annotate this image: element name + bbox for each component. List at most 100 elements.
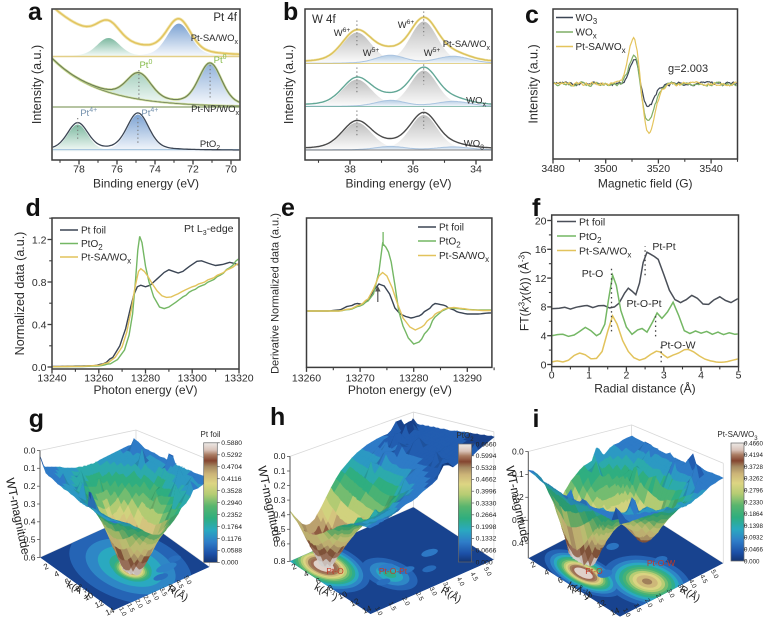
svg-text:0.3528: 0.3528 bbox=[221, 488, 242, 495]
svg-text:0.1176: 0.1176 bbox=[221, 536, 242, 543]
svg-text:0.1864: 0.1864 bbox=[744, 511, 763, 518]
svg-text:b: b bbox=[283, 0, 298, 26]
svg-text:2.0: 2.0 bbox=[133, 598, 144, 610]
svg-text:14: 14 bbox=[104, 606, 116, 618]
svg-text:0.0: 0.0 bbox=[24, 445, 36, 455]
svg-text:d: d bbox=[26, 194, 41, 222]
svg-text:6: 6 bbox=[314, 576, 322, 586]
svg-text:Pt-O-Pt: Pt-O-Pt bbox=[626, 298, 661, 310]
svg-text:12: 12 bbox=[535, 273, 547, 285]
svg-text:0.1998: 0.1998 bbox=[476, 524, 497, 531]
svg-text:0.4704: 0.4704 bbox=[221, 464, 242, 471]
svg-text:Pt-Pt: Pt-Pt bbox=[652, 241, 675, 253]
svg-text:Pt foil: Pt foil bbox=[579, 217, 605, 229]
svg-text:0.3: 0.3 bbox=[512, 515, 524, 525]
svg-text:Pt L3​-edge: Pt L3​-edge bbox=[184, 223, 234, 237]
svg-text:g: g bbox=[29, 405, 44, 433]
svg-text:Intensity (a.u.): Intensity (a.u.) bbox=[30, 45, 44, 124]
svg-text:0.0932: 0.0932 bbox=[744, 535, 763, 542]
svg-text:c: c bbox=[525, 1, 539, 29]
svg-text:0.2: 0.2 bbox=[24, 481, 36, 491]
svg-text:0.5: 0.5 bbox=[274, 524, 286, 534]
svg-text:3.5: 3.5 bbox=[158, 586, 169, 598]
svg-text:13280: 13280 bbox=[399, 373, 428, 385]
svg-text:PtO2​: PtO2​ bbox=[81, 239, 103, 252]
svg-text:38: 38 bbox=[344, 164, 356, 176]
svg-text:Pt-O: Pt-O bbox=[585, 566, 603, 576]
svg-text:74: 74 bbox=[149, 164, 161, 176]
svg-text:10: 10 bbox=[83, 591, 95, 603]
svg-text:10: 10 bbox=[582, 590, 594, 602]
svg-text:PtO2​: PtO2​ bbox=[200, 139, 220, 152]
svg-text:12: 12 bbox=[349, 596, 361, 608]
svg-text:14: 14 bbox=[609, 606, 621, 618]
svg-text:0.0588: 0.0588 bbox=[221, 548, 242, 555]
svg-text:0.0: 0.0 bbox=[274, 451, 286, 461]
svg-text:WOx​: WOx​ bbox=[576, 28, 597, 41]
svg-text:3.0: 3.0 bbox=[665, 588, 676, 600]
svg-text:4.0: 4.0 bbox=[166, 583, 177, 595]
svg-text:Pt-NP/WOx​: Pt-NP/WOx​ bbox=[191, 104, 239, 117]
svg-text:4: 4 bbox=[698, 370, 704, 382]
svg-text:FT(k3​χ(k)) (Å-3​): FT(k3​χ(k)) (Å-3​) bbox=[517, 251, 532, 331]
svg-text:WO3​: WO3​ bbox=[576, 13, 598, 26]
svg-text:3.0: 3.0 bbox=[150, 590, 161, 602]
svg-text:Pt-SA/WOx​: Pt-SA/WOx​ bbox=[439, 251, 489, 264]
svg-text:13290: 13290 bbox=[453, 373, 482, 385]
svg-text:76: 76 bbox=[111, 164, 123, 176]
svg-text:Magnetic field (G): Magnetic field (G) bbox=[598, 177, 693, 191]
svg-text:0.8: 0.8 bbox=[32, 277, 47, 289]
svg-text:0.0666: 0.0666 bbox=[476, 548, 497, 555]
svg-text:0.0466: 0.0466 bbox=[744, 547, 763, 554]
svg-text:0.6660: 0.6660 bbox=[476, 441, 497, 448]
svg-text:1.5: 1.5 bbox=[387, 601, 398, 613]
svg-text:3540: 3540 bbox=[699, 163, 723, 175]
svg-text:4.5: 4.5 bbox=[698, 573, 709, 585]
svg-text:e: e bbox=[281, 194, 295, 222]
svg-text:0.2352: 0.2352 bbox=[221, 512, 242, 519]
svg-text:0.3: 0.3 bbox=[24, 499, 36, 509]
svg-text:WOx​: WOx​ bbox=[466, 96, 486, 109]
svg-text:Binding energy (eV): Binding energy (eV) bbox=[345, 177, 451, 191]
svg-text:16: 16 bbox=[535, 244, 547, 256]
svg-text:0.3996: 0.3996 bbox=[476, 489, 497, 496]
svg-text:13270: 13270 bbox=[345, 373, 374, 385]
svg-text:4: 4 bbox=[543, 567, 551, 577]
svg-text:70: 70 bbox=[225, 164, 237, 176]
svg-text:0.1764: 0.1764 bbox=[221, 524, 242, 531]
svg-text:13280: 13280 bbox=[131, 373, 160, 385]
svg-text:0.000: 0.000 bbox=[744, 558, 760, 565]
svg-text:Pt foil: Pt foil bbox=[200, 430, 220, 439]
svg-text:Pt-SA/WOx​: Pt-SA/WOx​ bbox=[579, 246, 631, 260]
svg-text:4: 4 bbox=[302, 569, 310, 579]
svg-text:8: 8 bbox=[570, 583, 578, 593]
svg-text:0.1: 0.1 bbox=[274, 466, 286, 476]
svg-text:1.5: 1.5 bbox=[125, 602, 136, 614]
svg-text:2.5: 2.5 bbox=[142, 594, 153, 606]
svg-text:2.5: 2.5 bbox=[414, 591, 425, 603]
svg-text:0.1: 0.1 bbox=[512, 469, 524, 479]
svg-text:2: 2 bbox=[290, 561, 298, 571]
svg-text:3500: 3500 bbox=[594, 163, 618, 175]
svg-text:72: 72 bbox=[187, 164, 199, 176]
svg-text:0.2796: 0.2796 bbox=[744, 488, 763, 495]
svg-text:5.0: 5.0 bbox=[482, 566, 493, 578]
svg-text:0.000: 0.000 bbox=[221, 560, 238, 567]
svg-text:0.1332: 0.1332 bbox=[476, 536, 497, 543]
svg-text:0.2330: 0.2330 bbox=[744, 499, 763, 506]
svg-text:Pt-O-Pt: Pt-O-Pt bbox=[379, 566, 408, 576]
svg-text:0.5292: 0.5292 bbox=[221, 452, 242, 459]
svg-text:8: 8 bbox=[74, 584, 82, 594]
svg-text:W 4f: W 4f bbox=[312, 14, 336, 26]
svg-text:i: i bbox=[533, 405, 540, 433]
svg-text:g=2.003: g=2.003 bbox=[668, 63, 708, 75]
svg-text:2.0: 2.0 bbox=[400, 596, 411, 608]
svg-text:0: 0 bbox=[549, 370, 555, 382]
svg-text:1.2: 1.2 bbox=[32, 234, 47, 246]
svg-text:3: 3 bbox=[661, 370, 667, 382]
svg-text:Intensity (a.u.): Intensity (a.u.) bbox=[282, 45, 296, 124]
svg-text:0.8: 0.8 bbox=[274, 556, 286, 566]
svg-text:Pt foil: Pt foil bbox=[81, 226, 106, 237]
svg-text:2: 2 bbox=[529, 559, 537, 569]
svg-text:3480: 3480 bbox=[541, 163, 565, 175]
